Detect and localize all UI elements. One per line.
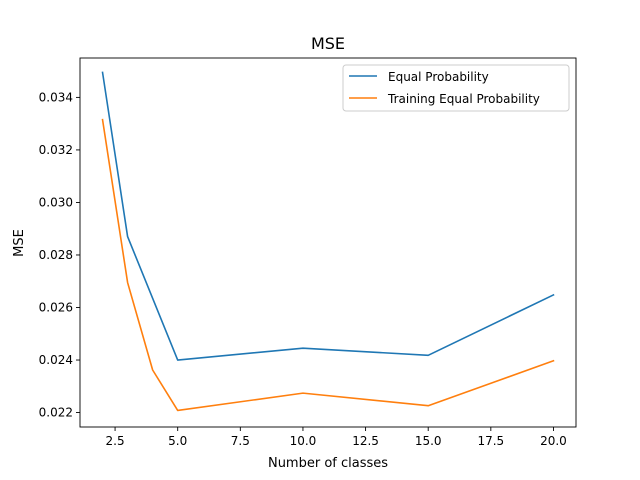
chart-title: MSE (311, 34, 345, 53)
y-tick-label: 0.022 (39, 406, 73, 420)
x-tick-label: 7.5 (231, 434, 250, 448)
y-tick-label: 0.032 (39, 143, 73, 157)
legend-label-2: Training Equal Probability (387, 92, 540, 106)
x-axis-label: Number of classes (268, 456, 388, 471)
y-tick-label: 0.034 (39, 90, 73, 104)
x-tick-label: 10.0 (290, 434, 317, 448)
legend-label-1: Equal Probability (388, 70, 489, 84)
y-tick-label: 0.026 (39, 301, 73, 315)
legend-box (342, 64, 570, 112)
x-tick-label: 15.0 (415, 434, 442, 448)
y-tick-label: 0.030 (39, 195, 73, 209)
x-tick-label: 12.5 (352, 434, 379, 448)
series-line-2 (101, 118, 555, 412)
series-line-1 (101, 71, 555, 361)
legend: Equal Probability Training Equal Probabil… (342, 64, 570, 112)
y-axis-label: MSE (12, 229, 27, 257)
x-tick-label: 5.0 (168, 434, 187, 448)
plot-area: 2.5 5.0 7.5 10.0 12.5 15.0 17.5 20.0 0.022 0.024 0… (39, 57, 577, 448)
axes-frame (79, 57, 577, 428)
x-tick-label: 2.5 (106, 434, 125, 448)
x-tick-label: 17.5 (477, 434, 504, 448)
y-tick-label: 0.024 (39, 353, 73, 367)
x-tick-label: 20.0 (540, 434, 567, 448)
y-tick-label: 0.028 (39, 248, 73, 262)
